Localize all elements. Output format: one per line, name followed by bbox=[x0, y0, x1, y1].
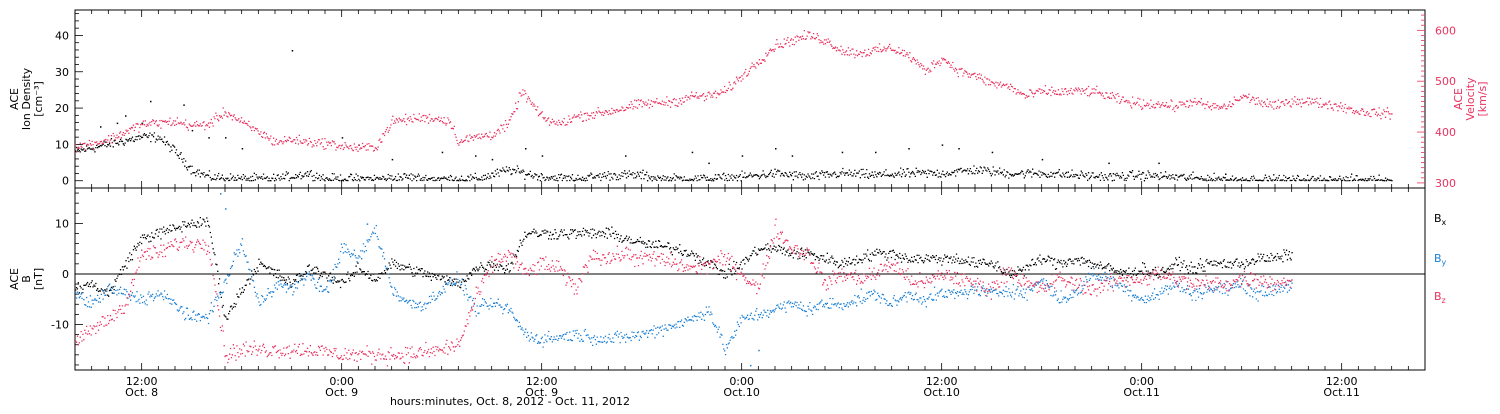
density-tick-label: 30 bbox=[55, 66, 69, 79]
density-spike-point bbox=[150, 100, 152, 103]
b-axis-label-line: B bbox=[20, 275, 33, 283]
x-tick-time-label: 0:00 bbox=[1129, 375, 1154, 388]
x-axis-title: hours:minutes, Oct. 8, 2012 - Oct. 11, 2… bbox=[390, 395, 630, 408]
velocity-axis-label-line: [km/s] bbox=[1476, 81, 1489, 116]
legend-subscript: z bbox=[1442, 296, 1446, 305]
density-points bbox=[75, 132, 1393, 182]
density-spike-point bbox=[841, 151, 844, 154]
density-spike-point bbox=[541, 155, 544, 157]
density-axis-label: ACEIon Density[cm⁻³] bbox=[8, 67, 45, 130]
x-tick-day-label: Oct.11 bbox=[1123, 386, 1160, 399]
density-spike-point bbox=[908, 148, 910, 150]
density-spike-point bbox=[341, 137, 344, 139]
density-spike-point bbox=[475, 155, 477, 157]
density-spike-point bbox=[791, 155, 794, 157]
velocity-tick-label: 500 bbox=[1435, 75, 1456, 88]
velocity-axis-label: ACEVelocity[km/s] bbox=[1452, 77, 1489, 121]
density-tick-label: 10 bbox=[55, 138, 69, 151]
density-spike-point bbox=[391, 158, 394, 161]
density-spike-point bbox=[116, 122, 119, 125]
x-tick-time-label: 0:00 bbox=[729, 375, 754, 388]
x-tick-time-label: 12:00 bbox=[1326, 375, 1358, 388]
bottom-panel-frame bbox=[74, 187, 1426, 371]
bz-points bbox=[75, 218, 1293, 367]
velocity-tick-label: 300 bbox=[1435, 177, 1456, 190]
density-spike-point bbox=[1158, 162, 1160, 165]
density-spike-point bbox=[708, 162, 710, 165]
b-tick-label: 10 bbox=[55, 217, 69, 230]
bx-points bbox=[75, 216, 1293, 320]
density-tick-label: 40 bbox=[55, 29, 69, 42]
top-panel-frame bbox=[74, 9, 1426, 189]
by-spike-point bbox=[750, 364, 752, 367]
density-tick-label: 20 bbox=[55, 102, 69, 115]
density-spike-point bbox=[491, 158, 494, 161]
legend-letter: B bbox=[1434, 290, 1442, 303]
density-axis-label-line: [cm⁻³] bbox=[32, 81, 45, 117]
x-tick-day-label: Oct. 8 bbox=[125, 386, 158, 399]
legend-by: By bbox=[1434, 252, 1447, 267]
by-spike-point bbox=[366, 223, 369, 225]
by-spike-point bbox=[220, 193, 222, 195]
density-spike-point bbox=[1041, 158, 1044, 161]
x-tick-time-label: 12:00 bbox=[926, 375, 958, 388]
velocity-tick-label: 600 bbox=[1435, 24, 1456, 37]
legend-bz: Bz bbox=[1434, 290, 1446, 305]
x-tick-day-label: Oct.11 bbox=[1323, 386, 1360, 399]
density-spike-point bbox=[941, 144, 944, 146]
velocity-axis-label-line: ACE bbox=[1452, 88, 1465, 110]
density-spike-point bbox=[225, 137, 227, 139]
density-spike-point bbox=[100, 126, 102, 128]
b-tick-label: 0 bbox=[62, 268, 69, 281]
density-spike-point bbox=[525, 148, 527, 150]
density-axis-label-line: Ion Density bbox=[20, 67, 33, 130]
density-axis-label-line: ACE bbox=[8, 88, 21, 110]
density-spike-point bbox=[741, 155, 744, 157]
density-spike-point bbox=[191, 129, 194, 132]
by-points bbox=[75, 224, 1293, 356]
density-tick-label: 0 bbox=[62, 175, 69, 188]
b-axis-label-line: ACE bbox=[8, 268, 21, 290]
density-spike-point bbox=[441, 151, 444, 154]
density-spike-point bbox=[875, 151, 877, 154]
density-spike-point bbox=[1225, 173, 1227, 175]
velocity-axis-label-line: Velocity bbox=[1464, 77, 1477, 121]
x-tick-day-label: Oct.10 bbox=[923, 386, 960, 399]
b-tick-label: -10 bbox=[51, 319, 69, 332]
density-spike-point bbox=[141, 122, 144, 125]
density-spike-point bbox=[241, 148, 244, 150]
x-tick-time-label: 12:00 bbox=[526, 375, 558, 388]
velocity-tick-label: 400 bbox=[1435, 126, 1456, 139]
x-tick-day-label: Oct. 9 bbox=[325, 386, 358, 399]
density-spike-point bbox=[208, 137, 210, 139]
legend-bx: Bx bbox=[1434, 212, 1447, 227]
b-axis-label-line: [nT] bbox=[32, 268, 45, 290]
density-spike-point bbox=[991, 151, 994, 154]
by-spike-point bbox=[758, 349, 760, 352]
density-spike-point bbox=[1108, 162, 1110, 165]
legend-letter: B bbox=[1434, 252, 1442, 265]
velocity-points bbox=[75, 29, 1393, 153]
legend-subscript: x bbox=[1442, 218, 1447, 227]
density-spike-point bbox=[125, 115, 127, 117]
legend-subscript: y bbox=[1442, 258, 1447, 267]
density-spike-point bbox=[183, 104, 185, 106]
density-spike-point bbox=[775, 148, 777, 150]
x-tick-time-label: 12:00 bbox=[126, 375, 158, 388]
b-axis-label: ACEB[nT] bbox=[8, 268, 45, 290]
density-spike-point bbox=[958, 148, 960, 150]
density-spike-point bbox=[291, 50, 294, 52]
x-tick-day-label: Oct. 9 bbox=[525, 386, 558, 399]
legend-letter: B bbox=[1434, 212, 1442, 225]
density-spike-point bbox=[625, 155, 627, 157]
by-spike-point bbox=[225, 208, 227, 210]
density-spike-point bbox=[691, 151, 694, 154]
x-tick-day-label: Oct.10 bbox=[723, 386, 760, 399]
x-tick-time-label: 0:00 bbox=[329, 375, 354, 388]
